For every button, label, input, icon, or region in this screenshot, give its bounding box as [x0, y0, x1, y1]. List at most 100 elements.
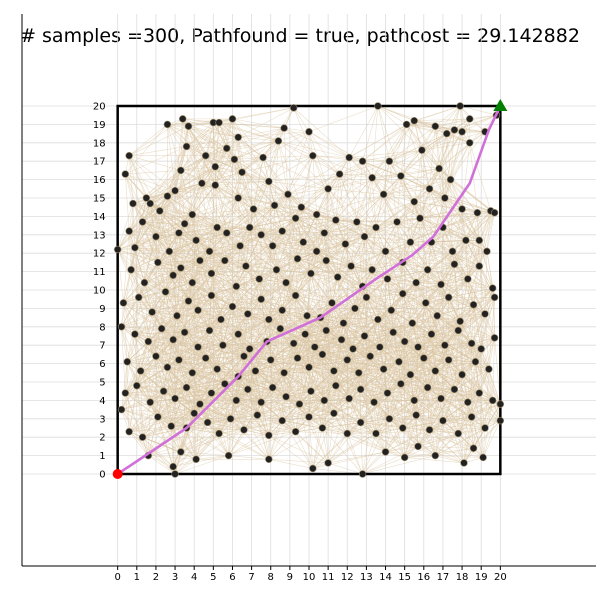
graph-edge	[281, 396, 287, 421]
graph-edge	[262, 127, 285, 158]
graph-edge	[362, 433, 377, 475]
graph-edge	[281, 230, 298, 259]
graph-edge	[241, 172, 296, 219]
graph-edge	[364, 332, 394, 337]
graph-edge	[128, 387, 187, 432]
graph-edge	[142, 170, 182, 223]
graph-edge	[216, 197, 239, 228]
graph-edge	[427, 263, 455, 271]
graph-edge	[488, 297, 495, 370]
graph-edge	[469, 114, 497, 120]
graph-edge	[259, 273, 311, 280]
graph-edge	[268, 140, 279, 182]
graph-edge	[347, 359, 399, 363]
graph-edge	[270, 317, 321, 361]
graph-edge	[155, 330, 210, 357]
graph-edge	[125, 173, 176, 191]
graph-edge	[155, 196, 168, 237]
graph-edge	[450, 179, 463, 210]
graph-edge	[362, 241, 411, 287]
graph-edge	[136, 357, 206, 386]
graph-edge	[406, 124, 440, 169]
graph-edge	[191, 310, 199, 373]
graph-edge	[128, 431, 174, 467]
graph-edge	[350, 221, 398, 267]
graph-edge	[121, 409, 143, 438]
graph-edge	[182, 118, 203, 184]
graph-edge	[121, 302, 124, 327]
graph-edge	[362, 160, 415, 202]
graph-edge	[128, 391, 164, 432]
graph-edge	[216, 181, 270, 228]
graph-edge	[238, 295, 296, 335]
graph-edge	[196, 234, 262, 241]
graph-edge	[479, 212, 495, 241]
graph-edge	[358, 361, 400, 374]
graph-edge	[383, 333, 432, 370]
graph-edge	[226, 181, 270, 234]
graph-edge	[454, 389, 501, 421]
graph-edge	[205, 137, 239, 156]
graph-edge	[278, 140, 302, 208]
graph-edge	[404, 333, 432, 342]
graph-edge	[184, 155, 206, 224]
graph-edge	[398, 302, 426, 362]
graph-edge	[308, 131, 340, 175]
graph-edge	[387, 251, 453, 280]
graph-edge	[201, 183, 218, 228]
graph-edge	[442, 227, 449, 298]
graph-edge	[238, 197, 275, 206]
graph-edge	[347, 433, 386, 453]
graph-edge	[262, 131, 310, 158]
graph-edge	[249, 227, 304, 243]
graph-edge	[471, 400, 493, 418]
graph-edge	[266, 341, 310, 368]
graph-edge	[237, 172, 243, 199]
graph-edge	[226, 148, 270, 182]
graph-edge	[192, 166, 216, 215]
graph-edge	[205, 357, 239, 377]
graph-edge	[347, 402, 375, 434]
graph-edge	[431, 297, 495, 335]
graph-edge	[249, 206, 302, 228]
chart-title: # samples =300, Pathfound = true, pathco…	[20, 25, 580, 47]
graph-edge	[188, 295, 212, 302]
graph-edge	[180, 214, 193, 268]
graph-edge	[389, 387, 428, 420]
graph-edge	[184, 208, 254, 225]
graph-edge	[226, 197, 239, 234]
graph-edge	[295, 188, 329, 219]
graph-edge	[253, 194, 289, 210]
graph-edge	[272, 370, 334, 388]
graph-edge	[421, 126, 436, 151]
graph-edge	[454, 368, 490, 390]
graph-edge	[322, 354, 388, 394]
graph-edge	[138, 260, 201, 298]
graph-edge	[299, 359, 348, 405]
graph-edge	[310, 273, 338, 278]
graph-edge	[467, 368, 490, 403]
graph-edge	[199, 358, 206, 405]
graph-edge	[161, 319, 222, 329]
graph-edge	[440, 251, 488, 285]
graph-edge	[375, 433, 436, 456]
graph-edge	[400, 359, 449, 385]
graph-edge	[230, 396, 287, 420]
graph-edge	[222, 299, 262, 346]
graph-edge	[249, 217, 296, 228]
graph-edge	[372, 269, 417, 283]
graph-edge	[417, 330, 459, 348]
graph-edge	[301, 155, 314, 208]
graph-edge	[326, 260, 388, 280]
graph-edge	[410, 242, 417, 283]
graph-edge	[149, 146, 187, 204]
graph-edge	[335, 174, 340, 221]
graph-edge	[121, 409, 172, 427]
graph-edge	[471, 297, 495, 344]
graph-edge	[186, 146, 216, 186]
graph-edge	[415, 387, 428, 416]
graph-edge	[295, 391, 312, 432]
graph-edge	[467, 278, 495, 338]
graph-edge	[360, 387, 428, 423]
graph-edge	[123, 302, 157, 357]
